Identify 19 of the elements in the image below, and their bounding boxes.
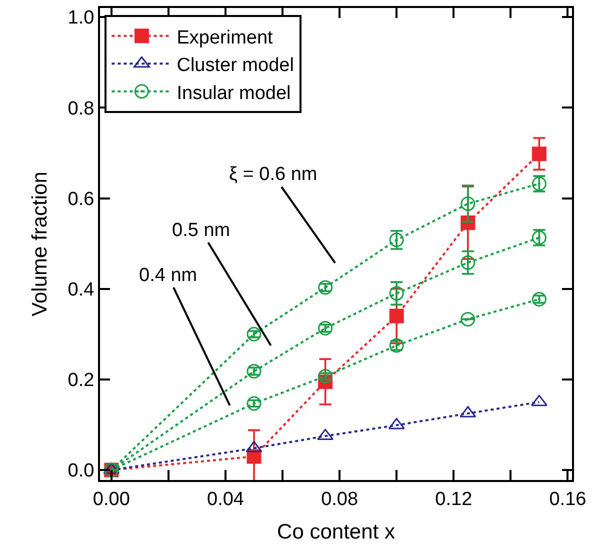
annotation: 0.5 nm [172, 220, 230, 241]
y-tick-label: 0.0 [68, 460, 94, 482]
legend-label: Insular model [176, 82, 291, 104]
x-tick-label: 0.16 [549, 488, 586, 510]
x-tick-label: 0.08 [321, 488, 358, 510]
x-axis-title: Co content x [277, 520, 396, 544]
y-tick-label: 0.2 [68, 370, 94, 392]
x-tick-label: 0.00 [92, 488, 130, 510]
y-axis-title: Volume fraction [28, 172, 52, 316]
y-tick-label: 0.8 [68, 98, 94, 120]
legend-label: Experiment [176, 27, 274, 48]
x-tick-label: 0.04 [207, 488, 244, 510]
y-tick-label: 0.4 [68, 279, 95, 300]
x-tick-label: 0.12 [435, 488, 472, 510]
legend-label: Cluster model [176, 55, 294, 76]
annotation: 0.4 nm [139, 265, 198, 286]
y-tick-label: 0.6 [68, 188, 94, 210]
y-tick-label: 1.0 [68, 8, 94, 29]
annotation: ξ = 0.6 nm [229, 164, 318, 185]
